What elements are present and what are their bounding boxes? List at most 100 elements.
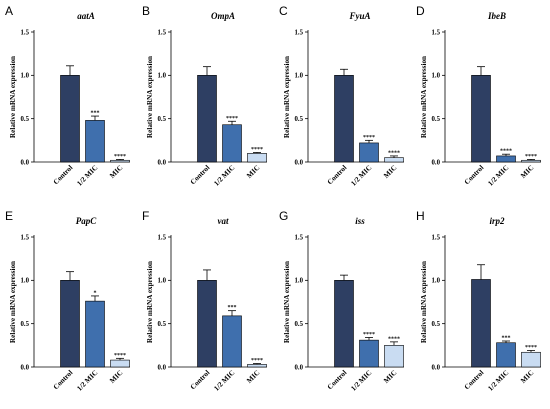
y-tick-label: 1.5 bbox=[21, 234, 30, 241]
gene-title: irp2 bbox=[489, 216, 505, 226]
x-tick-label: Control bbox=[463, 369, 486, 392]
y-tick-label: 0.5 bbox=[158, 321, 167, 328]
bar-1-2-mic bbox=[85, 300, 105, 368]
x-tick-label: MIC bbox=[108, 369, 124, 385]
significance-marker: **** bbox=[363, 135, 375, 141]
bar-mic bbox=[110, 159, 130, 163]
bar-mic bbox=[521, 351, 541, 368]
gene-title: FyuA bbox=[348, 11, 370, 21]
significance-marker: *** bbox=[228, 305, 237, 311]
y-tick-label: 0.0 bbox=[21, 364, 30, 371]
y-tick-label: 1.0 bbox=[295, 278, 304, 285]
x-tick-label: MIC bbox=[519, 369, 535, 385]
significance-marker: **** bbox=[226, 116, 238, 122]
x-tick-label: 1/2 MIC bbox=[350, 164, 374, 188]
panel-e: E PapC Relative mRNA expression 0.0 0.5 1.0 1.… bbox=[5, 209, 130, 393]
x-tick-label: MIC bbox=[519, 164, 535, 180]
x-tick-label: 1/2 MIC bbox=[213, 369, 237, 393]
y-axis-label: Relative mRNA expression bbox=[146, 261, 154, 343]
significance-marker: **** bbox=[388, 150, 400, 156]
y-axis-label: Relative mRNA expression bbox=[283, 261, 291, 343]
y-tick-label: 1.5 bbox=[158, 29, 167, 36]
panel-letter: H bbox=[416, 209, 425, 223]
bar-1-2-mic bbox=[222, 315, 242, 368]
significance-marker: *** bbox=[502, 336, 511, 342]
y-tick-label: 1.0 bbox=[21, 278, 30, 285]
y-tick-label: 0.5 bbox=[158, 116, 167, 123]
x-tick-label: 1/2 MIC bbox=[350, 369, 374, 393]
y-tick-label: 1.5 bbox=[158, 234, 167, 241]
x-tick-label: Control bbox=[189, 369, 212, 392]
x-tick-label: 1/2 MIC bbox=[487, 164, 511, 188]
panel-letter: B bbox=[142, 4, 150, 18]
bar-control bbox=[471, 75, 491, 163]
bar-mic bbox=[384, 345, 404, 368]
y-tick-label: 0.5 bbox=[295, 321, 304, 328]
bar-mic bbox=[110, 359, 130, 368]
y-tick-label: 1.5 bbox=[21, 29, 30, 36]
bar-1-2-mic bbox=[222, 124, 242, 163]
panel-c: C FyuA Relative mRNA expression 0.0 0.5 1.0 1.… bbox=[279, 4, 404, 188]
y-axis-label: Relative mRNA expression bbox=[420, 261, 428, 343]
significance-marker: **** bbox=[525, 345, 537, 351]
panel-letter: G bbox=[279, 209, 288, 223]
significance-marker: *** bbox=[91, 111, 100, 117]
y-axis-label: Relative mRNA expression bbox=[420, 56, 428, 138]
bar-mic bbox=[384, 157, 404, 163]
bar-1-2-mic bbox=[496, 155, 516, 163]
bar-1-2-mic bbox=[359, 339, 379, 368]
y-tick-label: 0.0 bbox=[158, 364, 167, 371]
significance-marker: **** bbox=[388, 336, 400, 342]
bar-1-2-mic bbox=[85, 120, 105, 163]
x-tick-label: Control bbox=[52, 369, 75, 392]
y-tick-label: 0.0 bbox=[295, 159, 304, 166]
y-tick-label: 1.5 bbox=[432, 29, 441, 36]
y-tick-label: 0.5 bbox=[21, 321, 30, 328]
panel-letter: C bbox=[279, 4, 288, 18]
panel-letter: D bbox=[416, 4, 425, 18]
x-tick-label: 1/2 MIC bbox=[487, 369, 511, 393]
panel-letter: A bbox=[5, 4, 13, 18]
x-tick-label: Control bbox=[189, 164, 212, 187]
x-tick-label: 1/2 MIC bbox=[76, 369, 100, 393]
bar-control bbox=[334, 75, 354, 163]
y-tick-label: 1.5 bbox=[295, 234, 304, 241]
significance-marker: **** bbox=[500, 149, 512, 155]
x-tick-label: Control bbox=[463, 164, 486, 187]
x-tick-label: MIC bbox=[245, 164, 261, 180]
x-tick-label: MIC bbox=[382, 164, 398, 180]
y-tick-label: 0.0 bbox=[158, 159, 167, 166]
bar-control bbox=[60, 280, 80, 368]
bar-mic bbox=[247, 153, 267, 163]
bar-control bbox=[471, 279, 491, 368]
significance-marker: **** bbox=[251, 358, 263, 364]
y-tick-label: 1.0 bbox=[158, 278, 167, 285]
y-tick-label: 1.0 bbox=[295, 73, 304, 80]
bar-mic bbox=[521, 159, 541, 163]
x-tick-label: Control bbox=[326, 164, 349, 187]
significance-marker: **** bbox=[114, 353, 126, 359]
gene-title: OmpA bbox=[211, 11, 235, 21]
gene-title: aatA bbox=[77, 11, 95, 21]
y-tick-label: 0.5 bbox=[432, 321, 441, 328]
bar-1-2-mic bbox=[359, 142, 379, 163]
panel-letter: E bbox=[5, 209, 13, 223]
y-tick-label: 1.5 bbox=[295, 29, 304, 36]
x-tick-label: MIC bbox=[245, 369, 261, 385]
x-tick-label: 1/2 MIC bbox=[213, 164, 237, 188]
bar-control bbox=[334, 280, 354, 368]
y-tick-label: 1.0 bbox=[21, 73, 30, 80]
x-tick-label: MIC bbox=[382, 369, 398, 385]
gene-title: vat bbox=[218, 216, 229, 226]
y-tick-label: 0.0 bbox=[432, 364, 441, 371]
x-tick-label: Control bbox=[326, 369, 349, 392]
bar-mic bbox=[247, 364, 267, 368]
y-tick-label: 0.5 bbox=[295, 116, 304, 123]
y-tick-label: 0.5 bbox=[21, 116, 30, 123]
significance-marker: **** bbox=[525, 154, 537, 160]
y-tick-label: 0.0 bbox=[295, 364, 304, 371]
y-axis-label: Relative mRNA expression bbox=[9, 261, 17, 343]
y-tick-label: 1.0 bbox=[432, 278, 441, 285]
